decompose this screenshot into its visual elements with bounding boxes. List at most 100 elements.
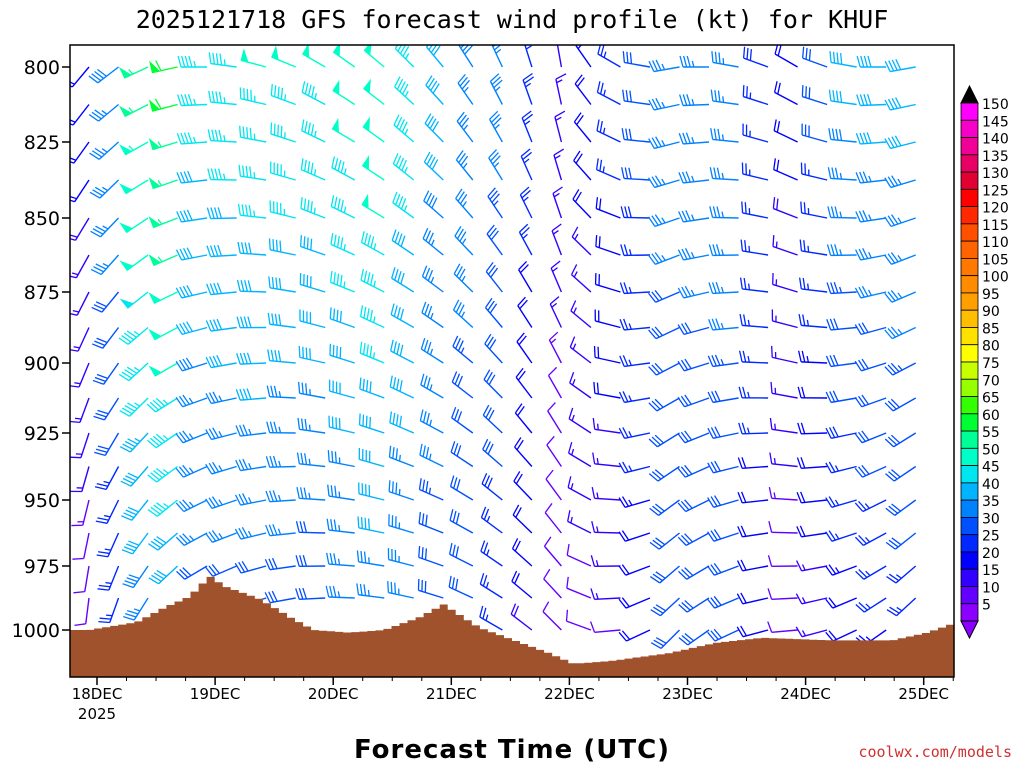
- colorbar-swatch: [960, 257, 979, 277]
- wind-barb: [70, 217, 90, 241]
- wind-barb: [773, 158, 798, 181]
- wind-barb: [618, 564, 651, 576]
- wind-barb: [772, 197, 798, 219]
- wind-barb: [268, 276, 296, 293]
- wind-barb: [621, 167, 651, 181]
- wind-barb: [388, 480, 415, 501]
- wind-barb: [885, 499, 917, 516]
- wind-barb: [363, 78, 385, 106]
- wind-barb: [708, 281, 739, 295]
- colorbar-label: 105: [982, 252, 1009, 268]
- wind-barb: [677, 532, 710, 546]
- y-axis: 800 825 850 875 900 925 950 975 1000: [12, 57, 70, 642]
- wind-barb: [768, 521, 798, 534]
- wind-barb: [773, 81, 798, 106]
- wind-barb: [267, 312, 296, 329]
- wind-barb: [825, 461, 857, 474]
- wind-barb: [419, 443, 444, 468]
- wind-barb: [448, 542, 474, 567]
- wind-barb: [264, 590, 296, 604]
- chart-title: 2025121718 GFS forecast wind profile (kt…: [136, 5, 889, 34]
- wind-barb: [392, 153, 415, 181]
- wind-barb: [206, 207, 237, 220]
- wind-barb: [70, 466, 90, 493]
- wind-barb: [270, 84, 296, 106]
- wind-barb: [736, 559, 769, 572]
- wind-barb: [93, 397, 120, 421]
- wind-barb: [677, 248, 710, 261]
- wind-barb: [622, 51, 651, 68]
- wind-barb: [548, 331, 563, 364]
- wind-barb: [620, 206, 650, 219]
- wind-barb: [329, 270, 355, 293]
- wind-barb: [768, 486, 798, 501]
- wind-barb: [235, 424, 267, 437]
- wind-barb: [388, 514, 414, 534]
- wind-barb: [647, 214, 680, 228]
- wind-barb: [826, 318, 857, 331]
- wind-barb: [420, 337, 444, 364]
- wind-barb: [648, 290, 680, 303]
- wind-barb: [573, 150, 592, 181]
- wind-barb: [738, 422, 769, 435]
- x-tick-label: 19DEC: [190, 685, 241, 703]
- wind-barb: [147, 499, 179, 517]
- wind-barb: [94, 432, 120, 457]
- wind-barb: [648, 397, 680, 412]
- wind-barb: [884, 214, 916, 228]
- colorbar-label: 20: [982, 546, 1000, 562]
- wind-barb: [884, 432, 917, 448]
- wind-barb: [802, 46, 828, 68]
- wind-barb: [95, 499, 120, 524]
- wind-barb: [595, 197, 621, 219]
- wind-barb: [269, 200, 296, 219]
- wind-barb: [511, 538, 533, 567]
- wind-barb: [387, 548, 414, 567]
- wind-barb: [854, 499, 887, 513]
- wind-barb: [828, 89, 857, 106]
- wind-barb: [390, 303, 415, 329]
- y-tick-label: 950: [24, 490, 60, 512]
- wind-barb: [266, 385, 296, 399]
- wind-barb: [205, 461, 237, 475]
- wind-barb: [268, 238, 296, 256]
- wind-barb: [452, 299, 474, 329]
- wind-barb: [884, 362, 917, 376]
- wind-barb: [391, 267, 415, 293]
- wind-barb: [362, 116, 385, 143]
- wind-barb: [827, 206, 857, 219]
- wind-barb: [240, 48, 267, 68]
- wind-barb: [568, 407, 592, 434]
- wind-barb: [70, 104, 90, 126]
- wind-barb: [119, 254, 149, 271]
- wind-barb: [70, 432, 90, 459]
- wind-barb: [618, 496, 651, 508]
- wind-barb: [393, 114, 415, 143]
- wind-barb: [597, 45, 621, 68]
- colorbar-label: 95: [982, 287, 1000, 303]
- wind-barb: [236, 279, 267, 293]
- wind-barb: [855, 248, 887, 261]
- colorbar-label: 75: [982, 356, 1000, 372]
- wind-barb: [175, 357, 208, 372]
- wind-barb: [234, 560, 267, 574]
- wind-barb: [707, 390, 739, 404]
- wind-barb: [649, 532, 680, 550]
- wind-barb: [70, 362, 90, 388]
- wind-barb: [148, 176, 178, 190]
- colorbar-label: 70: [982, 373, 1000, 389]
- wind-barb: [455, 150, 474, 181]
- wind-barb: [769, 417, 798, 434]
- wind-barb: [175, 247, 208, 261]
- wind-barb: [648, 136, 680, 150]
- wind-barb: [800, 201, 828, 219]
- wind-barb: [648, 326, 680, 340]
- colorbar-label: 30: [982, 511, 1000, 527]
- colorbar: 1501451401351301251201151101051009590858…: [960, 84, 1009, 640]
- wind-barb: [148, 291, 178, 304]
- wind-barb: [296, 486, 326, 501]
- wind-barb: [326, 552, 355, 567]
- wind-barb: [556, 45, 563, 68]
- wind-barb: [205, 318, 237, 332]
- colorbar-label: 25: [982, 529, 1000, 545]
